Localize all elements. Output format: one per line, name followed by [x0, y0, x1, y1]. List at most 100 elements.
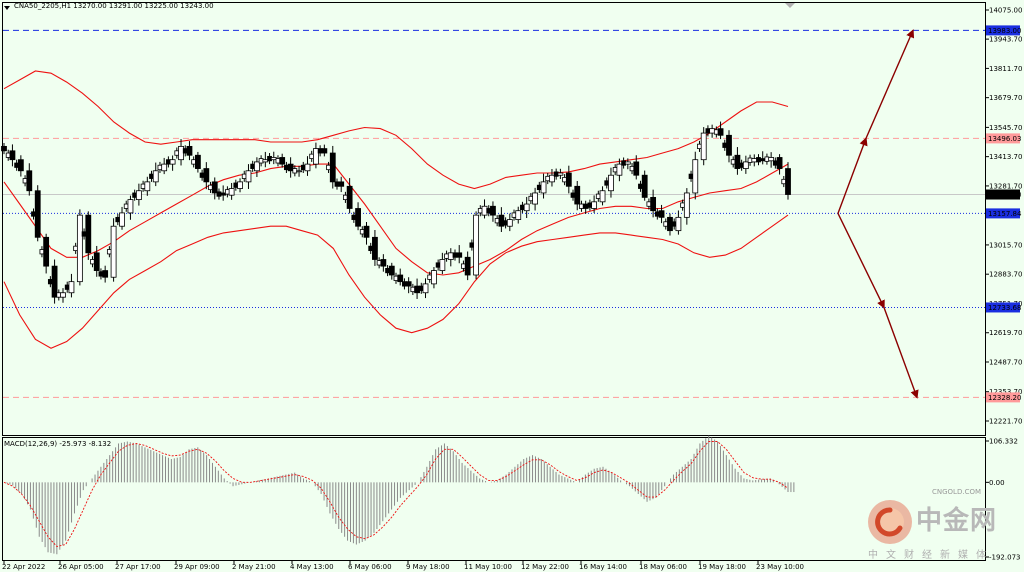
- lower-band-line: [3, 214, 789, 349]
- candle-body: [76, 214, 83, 283]
- level-tag: [986, 189, 1020, 200]
- x-tick-label: 19 May 18:00: [698, 563, 746, 571]
- forecast-arrow-down-2: [883, 307, 919, 399]
- shift-marker-icon[interactable]: [785, 3, 795, 8]
- candle-body: [85, 214, 92, 254]
- symbol-header: CNA50_2205,H1 13270.00 13291.00 13225.00…: [14, 2, 214, 10]
- candle-body: [1, 145, 7, 152]
- candle-body: [110, 225, 117, 278]
- candle-body: [759, 158, 766, 162]
- candle-body: [481, 205, 488, 216]
- macd-tick-label: 0.00: [989, 479, 1005, 487]
- candle-body: [270, 157, 277, 161]
- candle-body: [9, 150, 16, 161]
- candle-body: [127, 199, 134, 214]
- x-tick-label: 29 Apr 09:00: [174, 563, 220, 571]
- candle-body: [582, 203, 589, 209]
- candle-body: [254, 161, 260, 172]
- candle-body: [43, 236, 50, 267]
- candle-body: [776, 157, 783, 169]
- candle-body: [574, 185, 581, 205]
- level-tag-label: 12328.20: [988, 394, 1021, 402]
- candle-body: [68, 281, 75, 294]
- level-tag-label: 13983.00: [988, 27, 1021, 35]
- candle-body: [540, 181, 547, 194]
- watermark-url: CNGOLD.COM: [932, 488, 982, 496]
- candle-body: [161, 163, 168, 172]
- level-tag: [986, 133, 1020, 144]
- candle-body: [498, 214, 505, 227]
- time-axis: 22 Apr 2022 26 Apr 05:00 27 Apr 17:00 29 Ap…: [2, 561, 804, 571]
- y-tick-label: 13413.70: [989, 153, 1022, 161]
- candle-body: [262, 159, 269, 163]
- x-tick-label: 4 May 13:00: [290, 563, 334, 571]
- level-tag: [986, 208, 1020, 219]
- x-tick-label: 26 Apr 05:00: [58, 563, 104, 571]
- candle-body: [473, 214, 479, 276]
- level-tag-label: 13157.84: [988, 210, 1022, 218]
- menu-triangle-icon[interactable]: [4, 6, 10, 10]
- candle-body: [119, 212, 125, 227]
- x-tick-label: 9 May 18:00: [406, 563, 450, 571]
- watermark: CNGOLD.COM 中金网 中文财经新媒体: [866, 488, 1016, 568]
- y-tick-label: 12883.70: [989, 271, 1022, 279]
- forecast-arrow-down-1: [837, 213, 885, 309]
- candle-body: [203, 168, 210, 183]
- macd-tick-label: -192.073: [989, 554, 1020, 562]
- candle-body: [321, 148, 328, 154]
- level-tag: [986, 302, 1020, 313]
- candle-body: [565, 172, 572, 187]
- y-tick-label: 12487.70: [989, 359, 1022, 367]
- candle-body: [211, 181, 218, 194]
- candle-body: [414, 285, 420, 294]
- level-tag-label: 13243.00: [988, 191, 1021, 199]
- candle-body: [178, 145, 184, 161]
- price-axis: 14075.00 13943.70 13811.70 13679.70 13545.70…: [985, 7, 1022, 426]
- candle-body: [692, 159, 699, 194]
- candle-body: [363, 225, 370, 238]
- y-tick-label: 12353.70: [989, 388, 1022, 396]
- candle-body: [515, 210, 522, 220]
- watermark-logo-icon: [868, 500, 912, 544]
- x-tick-label: 12 May 22:00: [521, 563, 569, 571]
- x-tick-label: 27 Apr 17:00: [115, 563, 161, 571]
- candle-body: [338, 181, 345, 187]
- candle-body: [228, 188, 235, 196]
- candle-body: [726, 134, 732, 156]
- candle-body: [785, 168, 791, 195]
- candle-body: [599, 190, 606, 203]
- x-tick-label: 11 May 10:00: [464, 563, 512, 571]
- y-tick-label: 14075.00: [989, 7, 1022, 15]
- x-tick-label: 16 May 14:00: [579, 563, 627, 571]
- upper-band-line: [3, 70, 789, 190]
- candle-body: [608, 174, 614, 192]
- candle-body: [658, 210, 665, 218]
- forecast-arrows: [837, 29, 919, 399]
- candle-body: [329, 152, 336, 183]
- candle-body: [667, 216, 673, 232]
- candle-body: [194, 154, 201, 169]
- candle-body: [186, 145, 193, 156]
- horizontal-levels: [3, 29, 985, 398]
- candlesticks: [1, 121, 791, 304]
- level-tag: [986, 25, 1020, 36]
- candle-body: [742, 161, 749, 169]
- candle-body: [591, 201, 598, 209]
- x-tick-label: 23 May 10:00: [756, 563, 804, 571]
- candle-body: [734, 154, 741, 169]
- candle-body: [313, 148, 319, 165]
- x-tick-label: 6 May 06:00: [348, 563, 392, 571]
- candle-body: [388, 265, 395, 276]
- candle-body: [439, 259, 446, 271]
- macd-tick-label: 106.332: [989, 438, 1018, 446]
- macd-signal-line: [3, 441, 789, 547]
- candle-body: [650, 196, 657, 212]
- level-tag-label: 13496.03: [988, 135, 1021, 143]
- candle-body: [523, 203, 530, 212]
- level-tag: [986, 392, 1020, 403]
- watermark-subtitle: 中文财经新媒体: [868, 550, 994, 561]
- candle-body: [152, 170, 159, 183]
- candle-body: [304, 163, 311, 172]
- x-tick-label: 22 Apr 2022: [2, 563, 45, 571]
